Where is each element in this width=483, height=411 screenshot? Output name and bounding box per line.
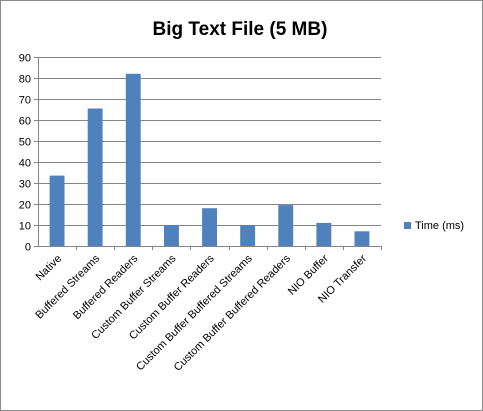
x-category-label: Buffered Streams bbox=[33, 252, 102, 321]
bar bbox=[355, 231, 370, 246]
bar bbox=[278, 205, 293, 246]
bar bbox=[240, 225, 255, 246]
y-tick-label: 90 bbox=[19, 53, 31, 65]
y-tick-label: 0 bbox=[25, 242, 31, 254]
y-tick-label: 50 bbox=[19, 137, 31, 149]
legend-label: Time (ms) bbox=[415, 220, 464, 232]
legend: Time (ms) bbox=[404, 220, 464, 232]
y-tick-label: 20 bbox=[19, 200, 31, 212]
bar bbox=[316, 223, 331, 246]
y-axis-ticks: 0 10 20 30 40 50 60 70 80 90 bbox=[19, 53, 31, 254]
bar bbox=[202, 208, 217, 246]
y-tick-label: 80 bbox=[19, 74, 31, 86]
y-tick-label: 70 bbox=[19, 95, 31, 107]
y-tick-label: 60 bbox=[19, 116, 31, 128]
legend-swatch bbox=[404, 222, 411, 229]
x-category-label: Native bbox=[34, 253, 65, 284]
y-tick-label: 30 bbox=[19, 179, 31, 191]
y-tick-label: 10 bbox=[19, 221, 31, 233]
bar bbox=[164, 225, 179, 246]
bar bbox=[126, 74, 141, 246]
bar bbox=[50, 176, 65, 246]
bar bbox=[88, 109, 103, 247]
x-category-label: Buffered Readers bbox=[71, 252, 141, 322]
chart-title: Big Text File (5 MB) bbox=[153, 19, 328, 40]
y-tick-label: 40 bbox=[19, 158, 31, 170]
